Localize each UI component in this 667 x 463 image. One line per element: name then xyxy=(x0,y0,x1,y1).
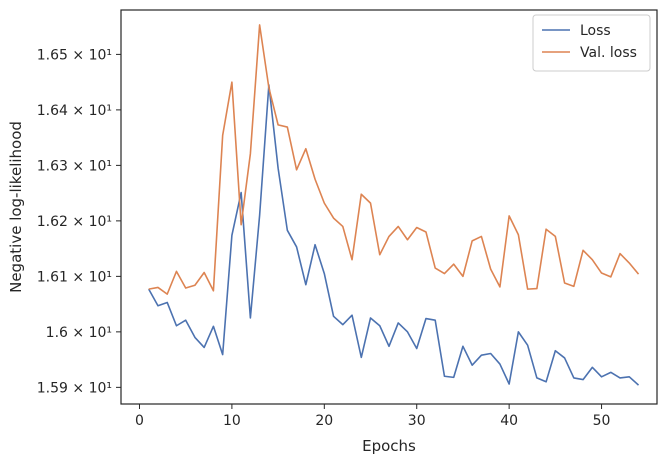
y-tick-label: 1.62 × 10¹ xyxy=(37,214,112,230)
y-tick-label: 1.65 × 10¹ xyxy=(37,47,112,63)
legend-box xyxy=(532,14,651,72)
legend: Loss Val. loss xyxy=(532,14,651,72)
plot-frame xyxy=(120,9,658,405)
legend-label-val-loss: Val. loss xyxy=(580,45,637,61)
y-tick-label: 1.64 × 10¹ xyxy=(37,103,112,119)
x-tick-label: 10 xyxy=(223,413,241,429)
y-tick-label: 1.61 × 10¹ xyxy=(37,269,112,285)
x-axis-label: Epochs xyxy=(362,437,416,455)
x-tick-label: 40 xyxy=(500,413,518,429)
x-tick-label: 50 xyxy=(593,413,611,429)
series-layer xyxy=(148,24,640,386)
y-tick-label: 1.63 × 10¹ xyxy=(37,158,112,174)
y-axis-label: Negative log-likelihood xyxy=(7,121,25,293)
y-axis-ticks: 1.59 × 10¹ 1.6 × 10¹ 1.61 × 10¹ 1.62 × 10¹ 1… xyxy=(37,47,121,396)
legend-label-loss: Loss xyxy=(580,23,611,39)
x-tick-label: 0 xyxy=(135,413,144,429)
x-tick-label: 20 xyxy=(315,413,333,429)
series-line-val-loss xyxy=(148,24,640,295)
series-line-loss xyxy=(148,84,640,386)
y-tick-label: 1.59 × 10¹ xyxy=(37,380,112,396)
x-tick-label: 30 xyxy=(408,413,426,429)
y-tick-label: 1.6 × 10¹ xyxy=(46,325,112,341)
x-axis-ticks: 0 10 20 30 40 50 xyxy=(135,404,610,429)
